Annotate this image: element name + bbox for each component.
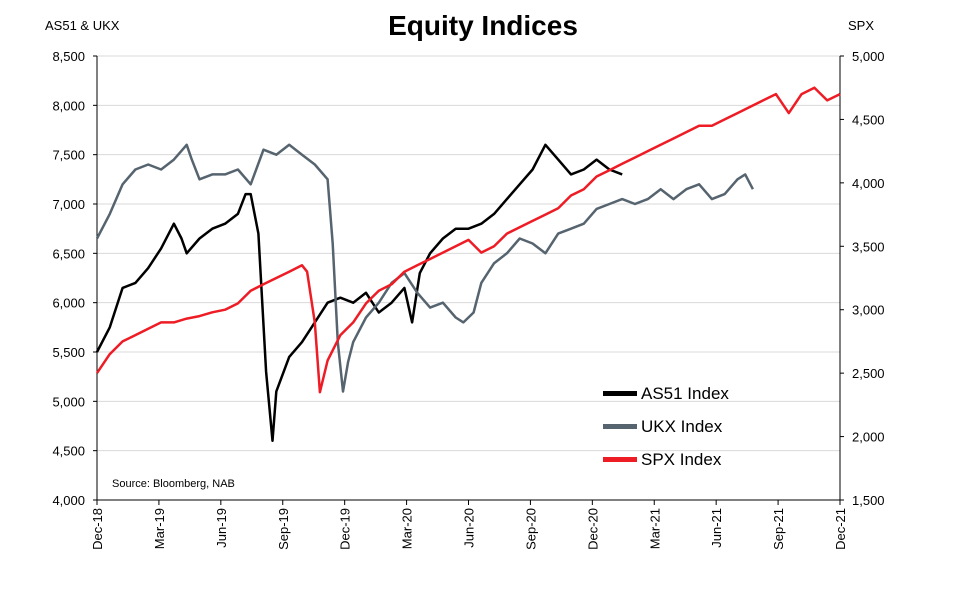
right-tick-label: 2,500 [852, 366, 885, 381]
x-tick-label: Mar-19 [152, 508, 167, 549]
x-tick-label: Jun-20 [462, 508, 477, 548]
series-line-ukx [95, 143, 755, 393]
legend-swatch-as51 [603, 391, 637, 396]
left-tick-label: 4,500 [52, 444, 85, 459]
left-tick-label: 6,500 [52, 246, 85, 261]
legend-label-as51: AS51 Index [641, 383, 729, 403]
left-tick-label: 7,000 [52, 197, 85, 212]
x-tick-label: Jun-21 [709, 508, 724, 548]
legend-item-ukx: UKX Index [603, 410, 729, 443]
right-tick-label: 5,000 [852, 49, 885, 64]
x-tick-label: Dec-20 [585, 508, 600, 550]
right-tick-label: 2,000 [852, 430, 885, 445]
x-tick-label: Sep-20 [523, 508, 538, 550]
legend-label-spx: SPX Index [641, 449, 722, 469]
legend-swatch-ukx [603, 424, 637, 429]
x-tick-label: Dec-19 [338, 508, 353, 550]
legend-item-as51: AS51 Index [603, 377, 729, 410]
right-tick-label: 4,000 [852, 176, 885, 191]
left-tick-label: 5,000 [52, 394, 85, 409]
chart-title: Equity Indices [388, 10, 578, 41]
x-tick-label: Dec-18 [90, 508, 105, 550]
legend-item-spx: SPX Index [603, 443, 729, 476]
series-line-spx [95, 86, 841, 394]
right-tick-label: 3,000 [852, 303, 885, 318]
x-tick-label: Dec-21 [833, 508, 848, 550]
x-tick-label: Sep-21 [771, 508, 786, 550]
left-axis-label: AS51 & UKX [45, 18, 120, 33]
left-tick-label: 8,500 [52, 49, 85, 64]
legend-label-ukx: UKX Index [641, 416, 723, 436]
legend: AS51 Index UKX Index SPX Index [603, 377, 729, 476]
right-tick-label: 1,500 [852, 493, 885, 508]
left-tick-label: 8,000 [52, 98, 85, 113]
series-line-as51 [95, 143, 623, 443]
left-tick-label: 7,500 [52, 148, 85, 163]
right-axis-label: SPX [848, 18, 875, 33]
right-tick-label: 3,500 [852, 239, 885, 254]
source-note: Source: Bloomberg, NAB [112, 478, 235, 490]
left-tick-label: 5,500 [52, 345, 85, 360]
x-tick-label: Mar-21 [647, 508, 662, 549]
x-tick-label: Jun-19 [214, 508, 229, 548]
left-tick-label: 4,000 [52, 493, 85, 508]
x-tick-label: Mar-20 [400, 508, 415, 549]
legend-swatch-spx [603, 457, 637, 462]
left-tick-label: 6,000 [52, 296, 85, 311]
x-tick-label: Sep-19 [276, 508, 291, 550]
right-tick-label: 4,500 [852, 112, 885, 127]
